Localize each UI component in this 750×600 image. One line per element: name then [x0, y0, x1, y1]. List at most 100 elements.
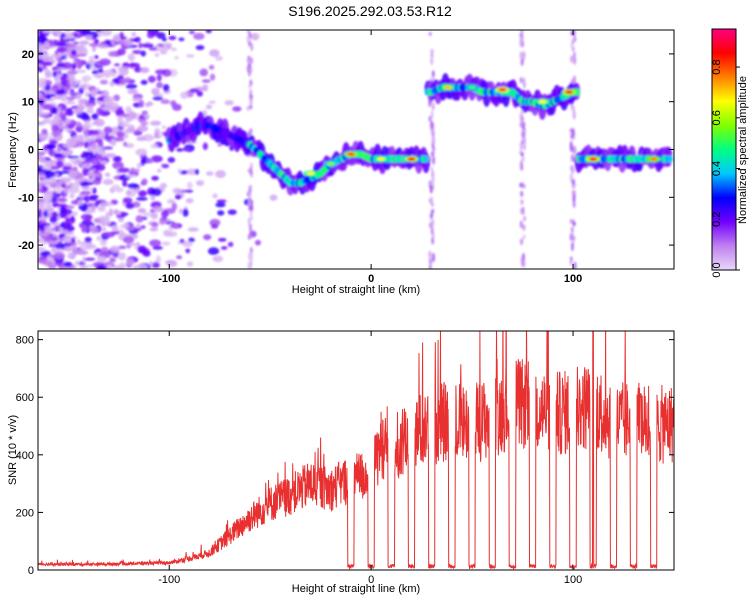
ridge-hotspot — [346, 152, 355, 157]
noise-blob — [51, 85, 59, 90]
noise-blob — [112, 161, 124, 170]
noise-blob — [38, 231, 43, 237]
noise-blob — [118, 68, 129, 76]
noise-blob — [159, 218, 166, 225]
streak-blob — [519, 159, 523, 169]
streak-blob — [247, 234, 251, 240]
noise-blob — [70, 49, 77, 56]
noise-blob — [41, 128, 48, 135]
snr-frame — [37, 330, 675, 571]
ridge-hotspot — [649, 157, 658, 161]
noise-blob — [85, 244, 97, 250]
noise-blob — [91, 203, 96, 211]
ridge-hotspot — [565, 90, 574, 94]
streak-blob — [572, 30, 576, 37]
noise-blob — [202, 142, 208, 151]
noise-blob — [165, 231, 178, 238]
noise-blob — [52, 71, 58, 78]
noise-blob — [51, 203, 64, 207]
noise-blob — [154, 53, 160, 57]
noise-blob — [77, 177, 90, 182]
noise-blob — [154, 128, 161, 136]
noise-blob — [94, 118, 105, 127]
noise-blob — [81, 113, 90, 121]
noise-blob — [151, 155, 163, 163]
streak-blob — [430, 226, 434, 235]
streak-blob — [573, 56, 577, 66]
noise-blob — [70, 174, 76, 179]
noise-blob — [101, 227, 107, 232]
noise-blob — [39, 80, 47, 89]
streak-blob — [429, 184, 433, 194]
noise-blob — [44, 225, 52, 232]
noise-blob — [67, 155, 80, 159]
noise-blob — [125, 202, 135, 209]
noise-blob — [80, 214, 86, 219]
noise-blob — [44, 79, 52, 87]
noise-blob — [56, 197, 67, 203]
streak-blob — [430, 151, 434, 157]
streak-blob — [430, 196, 434, 206]
noise-blob — [151, 221, 159, 228]
streak-blob — [246, 58, 250, 64]
noise-blob — [182, 208, 189, 217]
noise-blob — [152, 245, 163, 250]
spectrogram-marks — [38, 30, 673, 269]
noise-blob — [156, 74, 162, 82]
colorbar: 0.0 0.2 0.4 0.6 0.8 Normalized spectral ampl… — [711, 28, 749, 278]
noise-blob — [111, 41, 116, 46]
noise-blob — [110, 138, 117, 147]
noise-blob — [161, 125, 167, 130]
noise-blob — [97, 205, 106, 212]
noise-blob — [113, 94, 121, 102]
noise-blob — [174, 55, 179, 60]
noise-blob — [209, 73, 216, 81]
noise-blob — [132, 49, 143, 55]
noise-blob — [156, 81, 163, 89]
noise-blob — [202, 84, 209, 92]
noise-blob — [160, 99, 171, 105]
noise-blob — [97, 140, 104, 149]
noise-blob — [49, 139, 58, 146]
noise-blob — [119, 78, 127, 85]
noise-blob — [151, 262, 161, 269]
noise-blob — [130, 168, 140, 173]
noise-blob — [96, 107, 104, 116]
streak-blob — [247, 217, 251, 226]
streak-blob — [569, 233, 573, 242]
streak-blob — [570, 226, 574, 234]
noise-blob — [122, 197, 133, 204]
noise-blob — [78, 86, 84, 95]
streak-blob — [522, 135, 526, 146]
noise-blob — [86, 108, 94, 114]
noise-blob — [131, 32, 137, 37]
noise-blob — [59, 177, 70, 185]
colorbar-tick-label: 0.6 — [711, 110, 723, 125]
noise-blob — [89, 195, 100, 199]
noise-blob — [136, 263, 148, 269]
noise-blob — [77, 199, 84, 206]
noise-blob — [186, 168, 199, 176]
noise-blob — [82, 264, 88, 269]
noise-blob — [51, 130, 62, 136]
streak-blob — [522, 224, 526, 232]
streak-blob — [570, 241, 574, 252]
noise-blob — [93, 74, 105, 79]
noise-blob — [154, 69, 167, 75]
x-tick-label: 100 — [564, 273, 582, 285]
snr-series-line — [38, 331, 674, 570]
noise-blob — [97, 171, 102, 179]
streak-blob — [569, 219, 573, 224]
noise-blob — [152, 96, 164, 101]
noise-blob — [52, 191, 57, 198]
streak-blob — [520, 199, 524, 205]
noise-blob — [74, 260, 81, 266]
noise-blob — [88, 42, 101, 47]
streak-blob — [522, 234, 526, 240]
noise-blob — [137, 190, 148, 197]
noise-blob — [70, 216, 76, 224]
noise-blob — [41, 61, 53, 66]
noise-blob — [84, 151, 94, 156]
noise-blob — [65, 205, 75, 209]
